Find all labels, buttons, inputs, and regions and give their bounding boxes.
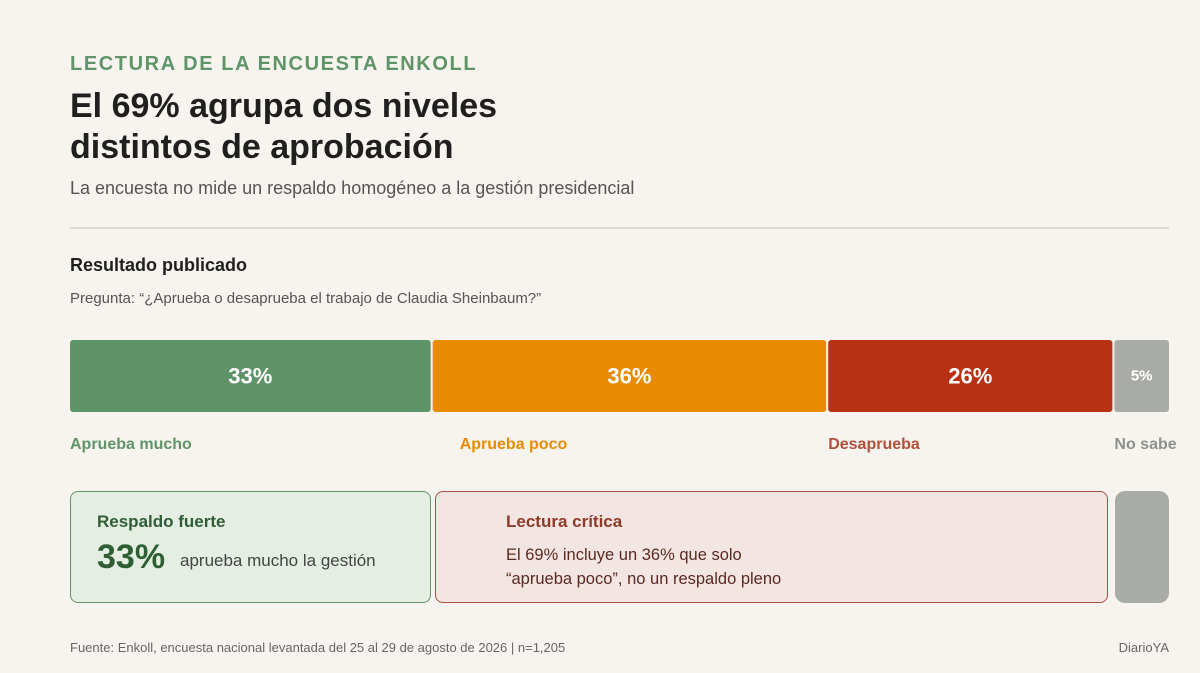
card-critical-line-2: “aprueba poco”, no un respaldo pleno — [506, 570, 782, 588]
title-line-2: distintos de aprobación — [70, 128, 454, 166]
bar-value-label-desaprueba: 26% — [948, 364, 992, 389]
category-label-aprueba-poco: Aprueba poco — [460, 436, 568, 453]
card-critical-line-1: El 69% incluye un 36% que solo — [506, 546, 742, 564]
source-footer: Fuente: Enkoll, encuesta nacional levant… — [70, 640, 566, 655]
bar-segment-desaprueba — [828, 340, 1113, 412]
page-title: El 69% agrupa dos niveles distintos de a… — [70, 86, 770, 168]
bar-segment-aprueba-mucho — [70, 340, 431, 412]
card-strong-title: Respaldo fuerte — [97, 512, 226, 531]
bar-value-label-no-sabe: 5% — [1131, 368, 1153, 385]
category-label-no-sabe: No sabe — [1114, 436, 1176, 453]
category-label-desaprueba: Desaprueba — [828, 436, 920, 453]
stacked-bar-chart: 33% Aprueba mucho 36% Aprueba poco 26% Desapr… — [70, 340, 1177, 453]
survey-question: Pregunta: “¿Aprueba o desaprueba el trab… — [70, 290, 542, 307]
bar-value-label-aprueba-poco: 36% — [607, 364, 651, 389]
category-label-aprueba-mucho: Aprueba mucho — [70, 436, 192, 453]
bar-segment-no-sabe — [1114, 340, 1169, 412]
title-line-1: El 69% agrupa dos niveles — [70, 87, 498, 125]
brand-logo-text: DiarioYA — [1118, 640, 1169, 655]
bar-value-label-aprueba-mucho: 33% — [228, 364, 272, 389]
card-strong-value: 33% — [97, 538, 166, 576]
kicker: LECTURA DE LA ENCUESTA ENKOLL — [70, 53, 478, 75]
section-title: Resultado publicado — [70, 255, 248, 275]
card-critical-reading: Lectura crítica El 69% incluye un 36% qu… — [435, 491, 1108, 603]
subtitle: La encuesta no mide un respaldo homogéne… — [70, 178, 635, 198]
divider — [70, 227, 1169, 229]
card-strong-description: aprueba mucho la gestión — [180, 551, 376, 570]
bar-segment-aprueba-poco — [432, 340, 827, 412]
card-strong-support: Respaldo fuerte 33% aprueba mucho la ges… — [70, 491, 431, 603]
card-critical-title: Lectura crítica — [506, 512, 623, 531]
card-no-answer — [1115, 491, 1169, 603]
